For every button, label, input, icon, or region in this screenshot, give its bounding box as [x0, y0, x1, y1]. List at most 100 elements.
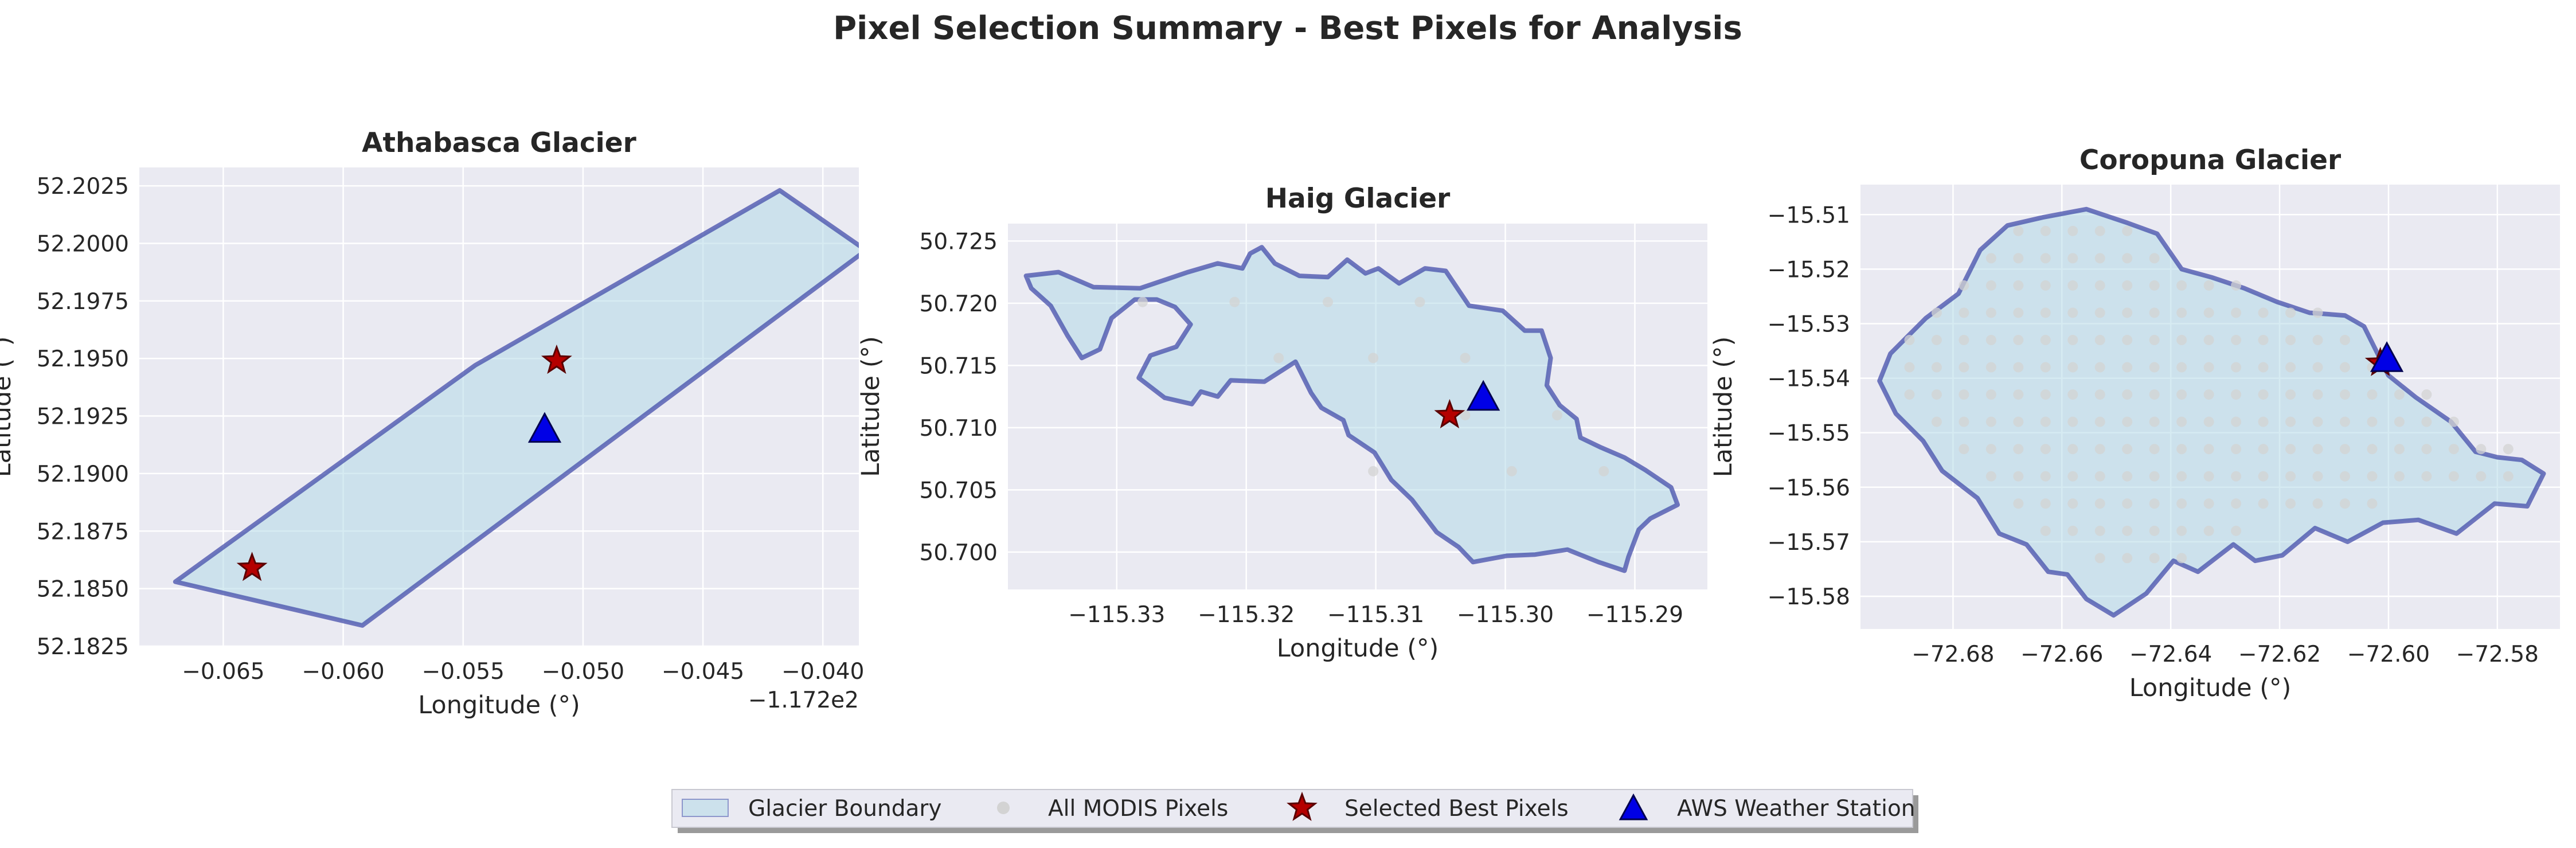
modis-pixel — [2312, 362, 2323, 373]
modis-pixel — [1460, 353, 1471, 364]
modis-pixel — [2040, 389, 2051, 400]
modis-pixel — [2231, 471, 2242, 482]
modis-pixel — [2231, 525, 2242, 536]
modis-pixel — [1137, 296, 1148, 307]
modis-pixel — [2067, 253, 2078, 264]
modis-pixel — [2285, 389, 2296, 400]
modis-pixel — [2040, 525, 2051, 536]
modis-pixel — [2067, 498, 2078, 509]
modis-pixel — [2176, 389, 2187, 400]
modis-pixel — [2176, 498, 2187, 509]
y-tick-label: 52.1825 — [37, 634, 129, 660]
modis-pixel — [1931, 362, 1942, 373]
modis-pixel — [2013, 335, 2024, 346]
modis-pixel — [2176, 362, 2187, 373]
modis-pixel — [2285, 471, 2296, 482]
modis-pixel — [2094, 525, 2105, 536]
modis-pixel — [2258, 416, 2269, 427]
modis-pixel — [2231, 444, 2242, 455]
y-tick-label: 52.1875 — [37, 519, 129, 545]
figure-title: Pixel Selection Summary - Best Pixels fo… — [833, 10, 1742, 47]
panel-title: Coropuna Glacier — [2079, 144, 2342, 176]
legend-star-icon — [1287, 791, 1318, 821]
modis-pixel — [2149, 389, 2160, 400]
modis-pixel — [2476, 471, 2487, 482]
modis-pixel — [2149, 525, 2160, 536]
y-axis-label: Latitude (°) — [0, 337, 17, 478]
y-tick-label: −15.57 — [1768, 530, 1850, 556]
y-axis-label: Latitude (°) — [1709, 337, 1738, 478]
modis-pixel — [2339, 498, 2350, 509]
modis-pixel — [1985, 253, 1996, 264]
y-tick-label: 52.1925 — [37, 404, 129, 430]
modis-pixel — [2122, 471, 2133, 482]
modis-pixel — [2094, 280, 2105, 291]
modis-pixel — [1959, 362, 1969, 373]
aws-station-marker — [527, 412, 562, 443]
modis-pixel — [2367, 444, 2378, 455]
modis-pixel — [2312, 471, 2323, 482]
modis-pixel — [2258, 444, 2269, 455]
modis-pixel — [2176, 335, 2187, 346]
modis-pixel — [2285, 416, 2296, 427]
modis-pixel — [2258, 498, 2269, 509]
y-tick-label: −15.56 — [1768, 475, 1850, 501]
y-tick-label: −15.52 — [1768, 257, 1850, 283]
modis-pixel — [2312, 389, 2323, 400]
legend-triangle-shape — [1619, 793, 1648, 820]
modis-pixel — [2094, 362, 2105, 373]
modis-pixel — [1985, 335, 1996, 346]
modis-pixel — [2448, 444, 2459, 455]
panels: −0.065 −0.060 −0.055 −0.050 −0.045 −0.040 52.1… — [0, 127, 2560, 720]
y-tick-label: 52.1850 — [37, 577, 129, 603]
modis-pixel — [2013, 416, 2024, 427]
modis-pixel — [1959, 389, 1969, 400]
modis-pixel — [2421, 444, 2432, 455]
modis-pixel — [1985, 362, 1996, 373]
y-tick-label: 50.715 — [920, 353, 998, 379]
chart-panel-1: −0.065 −0.060 −0.055 −0.050 −0.045 −0.040 52.1… — [0, 127, 864, 720]
modis-pixel — [2149, 416, 2160, 427]
plot-content — [1008, 224, 1707, 589]
modis-pixel — [1323, 296, 1334, 307]
modis-pixel — [2013, 471, 2024, 482]
modis-pixel — [2258, 335, 2269, 346]
y-axis-label: Latitude (°) — [857, 336, 885, 477]
modis-pixel — [2122, 416, 2133, 427]
modis-pixel — [2149, 280, 2160, 291]
modis-pixel — [2203, 307, 2214, 318]
modis-pixel — [2176, 444, 2187, 455]
x-tick-label: −72.60 — [2347, 642, 2430, 667]
modis-pixel — [1931, 389, 1942, 400]
x-tick-label: −115.29 — [1586, 602, 1683, 628]
x-tick-label: −0.045 — [662, 659, 744, 685]
modis-pixel — [2013, 389, 2024, 400]
modis-pixel — [2040, 498, 2051, 509]
modis-pixel — [1985, 471, 1996, 482]
modis-pixel — [2203, 498, 2214, 509]
modis-pixel — [1506, 466, 1517, 476]
modis-pixel — [2122, 553, 2133, 564]
legend-label-aws: AWS Weather Station — [1677, 796, 1916, 822]
modis-pixel — [2094, 498, 2105, 509]
modis-pixel — [2203, 335, 2214, 346]
x-tick-label: −72.64 — [2129, 642, 2212, 667]
x-tick-label: −72.62 — [2238, 642, 2321, 667]
plot-content — [139, 167, 859, 646]
modis-pixel — [2503, 444, 2514, 455]
modis-pixel — [2258, 362, 2269, 373]
legend-label-pixels: All MODIS Pixels — [1048, 796, 1228, 822]
modis-pixel — [1904, 389, 1915, 400]
modis-pixel — [2231, 280, 2242, 291]
modis-pixel — [2094, 471, 2105, 482]
y-tick-label: 50.725 — [920, 229, 998, 255]
modis-pixel — [2122, 335, 2133, 346]
modis-pixel — [2067, 525, 2078, 536]
selected-pixel-star — [236, 552, 268, 581]
modis-pixel — [1904, 362, 1915, 373]
modis-pixel — [2203, 362, 2214, 373]
x-tick-label: −0.050 — [542, 659, 624, 685]
modis-pixel — [2067, 389, 2078, 400]
modis-pixel — [2421, 416, 2432, 427]
